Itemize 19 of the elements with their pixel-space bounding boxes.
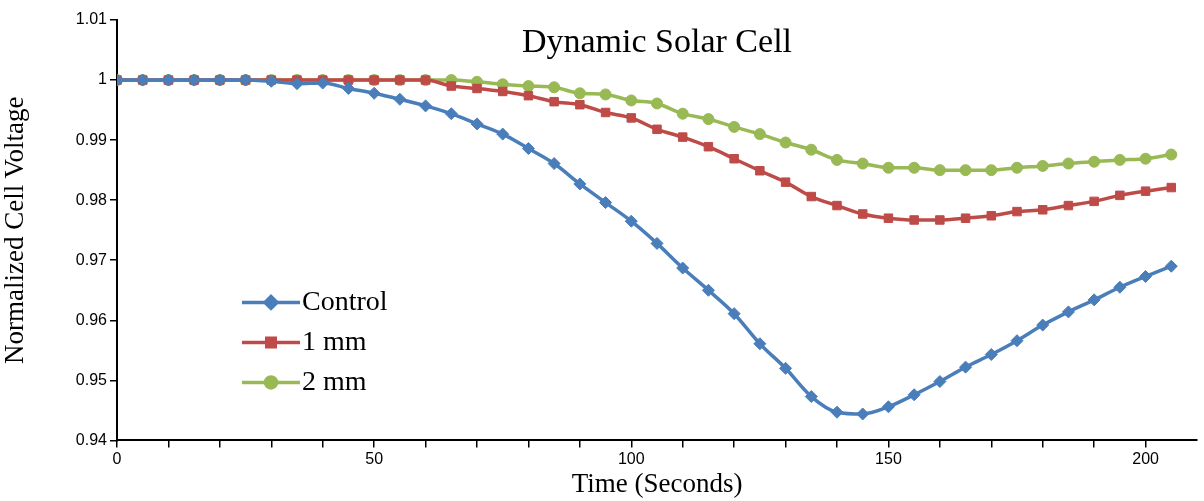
y-tick-label: 1.01 [75, 10, 108, 28]
x-tick-label: 200 [1132, 450, 1160, 468]
x-tick-label: 100 [617, 450, 645, 468]
y-tick-label: 0.96 [75, 310, 108, 328]
y-tick-label: 0.95 [75, 370, 108, 388]
legend-label: 1 mm [302, 324, 367, 356]
y-axis-title: Normalized Cell Voltage [0, 96, 30, 364]
x-tick-label: 50 [365, 450, 384, 468]
legend-label: Control [302, 284, 388, 316]
y-tick-label: 0.98 [75, 190, 108, 208]
x-axis-title: Time (Seconds) [571, 467, 743, 498]
chart-title: Dynamic Solar Cell [521, 21, 793, 59]
x-tick-label: 150 [875, 450, 902, 468]
y-tick-label: 1 [98, 70, 108, 88]
y-tick-label: 0.97 [75, 250, 108, 268]
y-tick-label: 0.94 [75, 430, 108, 448]
y-tick-label: 0.99 [75, 130, 108, 148]
x-tick-label: 0 [112, 450, 122, 468]
legend-label: 2 mm [302, 364, 367, 396]
